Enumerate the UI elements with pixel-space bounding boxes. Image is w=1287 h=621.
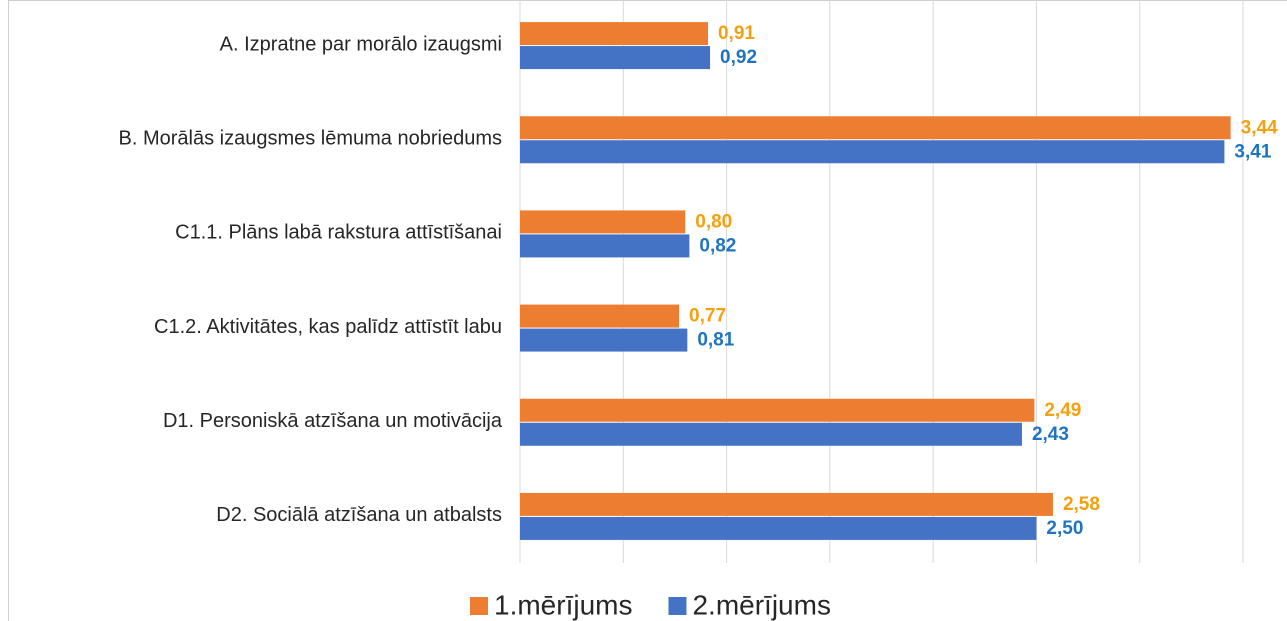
value-label: 2,49 (1044, 400, 1081, 421)
value-label: 2,43 (1032, 424, 1069, 445)
y-tick-label: B. Morālās izaugsmes lēmuma nobriedums (119, 128, 503, 150)
legend-swatch (668, 597, 687, 615)
bar (520, 398, 1035, 422)
value-label: 3,44 (1241, 117, 1278, 138)
legend-label: 1.mērījums (494, 589, 632, 620)
value-label: 0,91 (718, 23, 755, 44)
bar (520, 116, 1231, 140)
bar (520, 304, 680, 328)
y-tick-label: D1. Personiskā atzīšana un motivācija (163, 410, 503, 432)
bar (520, 22, 708, 46)
bar (520, 516, 1037, 540)
legend-swatch (470, 597, 488, 615)
bar (520, 234, 690, 258)
value-label: 0,81 (697, 330, 734, 351)
value-label: 0,82 (699, 235, 736, 256)
value-label: 0,80 (695, 211, 732, 232)
value-label: 0,92 (720, 47, 757, 68)
legend-label: 2.mērījums (692, 589, 830, 620)
value-label: 2,58 (1063, 494, 1100, 515)
y-tick-label: C1.1. Plāns labā rakstura attīstīšanai (175, 222, 502, 244)
y-tick-label: C1.2. Aktivitātes, kas palīdz attīstīt l… (154, 316, 502, 338)
value-label: 2,50 (1046, 518, 1083, 539)
y-tick-label: D2. Sociālā atzīšana un atbalsts (216, 504, 502, 526)
bar (520, 328, 688, 352)
value-label: 0,77 (689, 306, 726, 327)
bar (520, 422, 1022, 446)
bar (520, 46, 711, 70)
bar (520, 210, 686, 234)
value-label: 3,41 (1234, 141, 1271, 162)
y-tick-label: A. Izpratne par morālo izaugsmi (220, 33, 502, 55)
bar (520, 140, 1225, 164)
bar (520, 492, 1053, 516)
chart-border (8, 0, 1287, 621)
